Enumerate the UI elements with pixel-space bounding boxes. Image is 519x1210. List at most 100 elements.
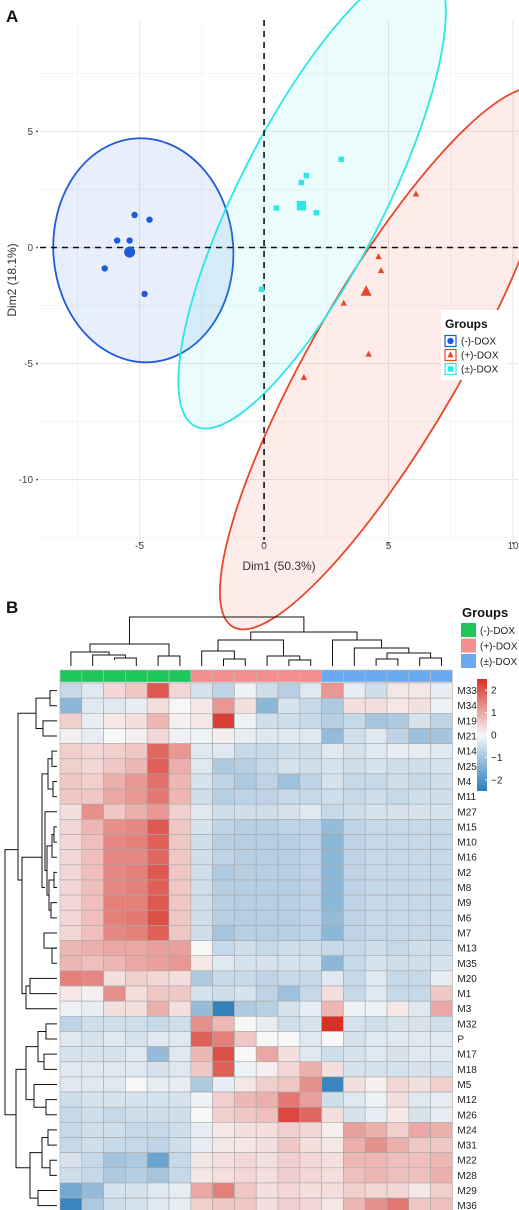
- heatmap-cell: [299, 743, 322, 760]
- y-tick-mark: [36, 246, 38, 249]
- data-point: [298, 179, 305, 186]
- heatmap-cell: [168, 894, 192, 911]
- heatmap-cell: [386, 788, 410, 805]
- heatmap-cell: [103, 894, 126, 911]
- heatmap-cell: [125, 909, 148, 926]
- heatmap-cell: [364, 970, 388, 987]
- data-point: [412, 190, 420, 197]
- heatmap-cell: [103, 788, 126, 805]
- heatmap-cell: [146, 985, 170, 1002]
- heatmap-cell: [190, 894, 213, 911]
- legend-swatch: [461, 638, 476, 653]
- heatmap-cell: [386, 970, 410, 987]
- heatmap-cell: [364, 864, 388, 881]
- heatmap-cell: [386, 743, 410, 760]
- x-axis-label: Dim1 (50.3%): [242, 559, 315, 573]
- heatmap-cell: [81, 728, 104, 744]
- heatmap-cell: [146, 697, 170, 714]
- heatmap-cell: [386, 728, 410, 744]
- heatmap-cell: [255, 909, 279, 926]
- heatmap-cell: [343, 1015, 366, 1032]
- heatmap-cell: [408, 803, 431, 820]
- data-point: [113, 237, 121, 244]
- row-dendrogram: [17, 712, 36, 881]
- panel-b-label: B: [6, 598, 18, 617]
- heatmap-cell: [364, 758, 388, 775]
- heatmap-cell: [255, 925, 279, 941]
- heatmap-cell: [299, 834, 322, 850]
- heatmap-cell: [364, 1000, 388, 1017]
- heatmap-cell: [299, 1106, 322, 1123]
- column-dendrogram: [266, 655, 301, 666]
- heatmap-cell: [343, 985, 366, 1002]
- heatmap-cell: [59, 773, 83, 790]
- heatmap-cell: [190, 682, 213, 699]
- heatmap-cell: [103, 1046, 126, 1063]
- heatmap-cell: [234, 955, 257, 972]
- heatmap-cell: [146, 1061, 170, 1078]
- heatmap-cell: [255, 955, 279, 972]
- heatmap-cell: [364, 1197, 388, 1210]
- heatmap-cell: [190, 864, 213, 881]
- legend-label: (+)-DOX: [461, 351, 499, 362]
- heatmap-cell: [343, 834, 366, 850]
- heatmap-cell: [364, 1137, 388, 1153]
- heatmap-cell: [430, 940, 453, 956]
- heatmap-cell: [408, 1137, 431, 1153]
- heatmap-cell: [430, 1015, 453, 1032]
- heatmap-cell: [103, 728, 126, 744]
- heatmap-cell: [430, 849, 453, 866]
- heatmap-cell: [364, 925, 388, 941]
- heatmap-cell: [386, 955, 410, 972]
- data-point: [338, 156, 344, 163]
- heatmap-cell: [212, 1106, 235, 1123]
- heatmap-cell: [212, 1182, 235, 1199]
- row-label: M26: [457, 1110, 477, 1121]
- heatmap-cell: [212, 819, 235, 835]
- heatmap-cell: [408, 1091, 431, 1108]
- data-point: [375, 253, 382, 260]
- heatmap-cell: [103, 834, 126, 850]
- heatmap-cell: [321, 697, 344, 714]
- heatmap-cell: [168, 864, 192, 881]
- heatmap-cell: [408, 819, 431, 835]
- heatmap-cell: [343, 803, 366, 820]
- heatmap-cell: [81, 758, 104, 775]
- heatmap-cell: [321, 894, 344, 911]
- heatmap-cell: [146, 849, 170, 866]
- heatmap-cell: [277, 1182, 301, 1199]
- heatmap-cell: [190, 1076, 213, 1093]
- row-dendrogram: [47, 1129, 57, 1146]
- heatmap-cell: [277, 743, 301, 760]
- heatmap-cell: [364, 1076, 388, 1093]
- heatmap-cell: [81, 1197, 104, 1210]
- confidence-ellipse: [177, 0, 447, 430]
- heatmap-cell: [190, 1000, 213, 1017]
- heatmap-cell: [168, 1031, 192, 1047]
- heatmap-cell: [81, 743, 104, 760]
- legend-swatch: [461, 654, 476, 668]
- heatmap-cell: [234, 1046, 257, 1063]
- heatmap-cell: [343, 1091, 366, 1108]
- heatmap-cell: [364, 985, 388, 1002]
- data-point: [377, 267, 385, 274]
- legend-label: (+)-DOX: [480, 642, 518, 653]
- heatmap-cell: [168, 819, 192, 835]
- row-label: M31: [457, 1141, 477, 1152]
- heatmap-cell: [408, 788, 431, 805]
- heatmap-cell: [277, 819, 301, 835]
- heatmap-cell: [125, 1031, 148, 1047]
- heatmap-cell: [321, 728, 344, 744]
- heatmap-cell: [408, 682, 431, 699]
- row-label: M6: [457, 913, 471, 924]
- heatmap-cell: [59, 1031, 83, 1047]
- heatmap-cell: [81, 773, 104, 790]
- y-tick-label: -10: [19, 475, 34, 486]
- heatmap-cell: [212, 849, 235, 866]
- heatmap-cell: [386, 1197, 410, 1210]
- x-tick-mark: [263, 542, 265, 544]
- heatmap-cell: [212, 1091, 235, 1108]
- row-dendrogram: [42, 720, 57, 737]
- group-annotation-cell: [299, 669, 322, 683]
- heatmap-cell: [364, 849, 388, 866]
